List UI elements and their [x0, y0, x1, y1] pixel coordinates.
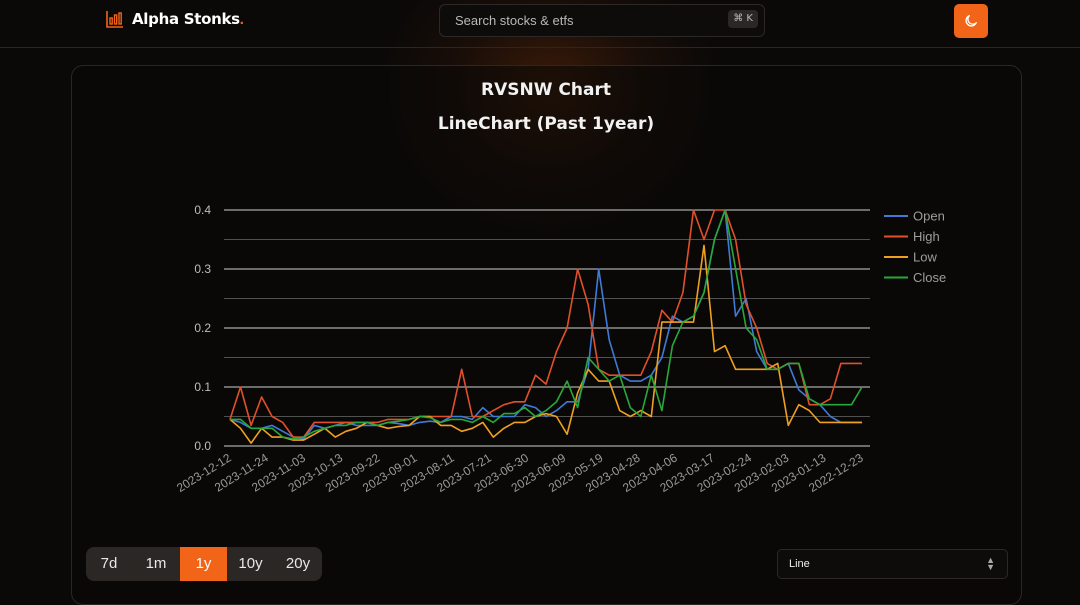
y-tick-label: 0.4 [194, 203, 211, 217]
legend-label-low: Low [913, 250, 937, 265]
chart-card [71, 65, 1022, 605]
period-selector: 7d 1m 1y 10y 20y [86, 547, 322, 581]
y-tick-label: 0.3 [194, 262, 211, 276]
y-tick-label: 0.1 [194, 380, 211, 394]
search-input[interactable] [453, 12, 717, 29]
app-name: Alpha Stonks [132, 10, 240, 28]
period-button-20y[interactable]: 20y [285, 555, 311, 572]
y-tick-label: 0.0 [194, 439, 211, 453]
series-line-open [229, 209, 862, 440]
y-tick-label: 0.2 [194, 321, 211, 335]
stock-chart-logo-icon [106, 11, 123, 28]
legend-label-open: Open [913, 209, 945, 224]
search-shortcut-hint: ⌘ K [728, 10, 758, 28]
moon-icon [965, 15, 977, 27]
search-box[interactable]: ⌘ K [439, 4, 765, 37]
period-button-7d[interactable]: 7d [100, 555, 118, 572]
series-line-close [230, 209, 863, 440]
period-button-1y[interactable]: 1y [180, 547, 227, 581]
series-line-high [229, 209, 862, 438]
series-line-low [229, 244, 862, 444]
period-button-1m[interactable]: 1m [145, 555, 167, 572]
chevron-up-down-icon: ▲ ▼ [986, 555, 995, 572]
chart-subtitle: LineChart (Past 1year) [437, 114, 655, 134]
top-nav: Alpha Stonks . ⌘ K [0, 0, 1080, 48]
app-name-dot: . [239, 10, 244, 28]
chart-type-value: Line [789, 558, 810, 570]
legend-label-close: Close [913, 270, 946, 285]
legend-label-high: High [913, 229, 940, 244]
theme-toggle-button[interactable] [954, 4, 988, 38]
app-logo[interactable]: Alpha Stonks . [106, 10, 244, 28]
chart-title: RVSNW Chart [481, 80, 611, 100]
chart-type-select[interactable]: Line ▲ ▼ [777, 549, 1008, 579]
period-button-10y[interactable]: 10y [238, 555, 263, 572]
